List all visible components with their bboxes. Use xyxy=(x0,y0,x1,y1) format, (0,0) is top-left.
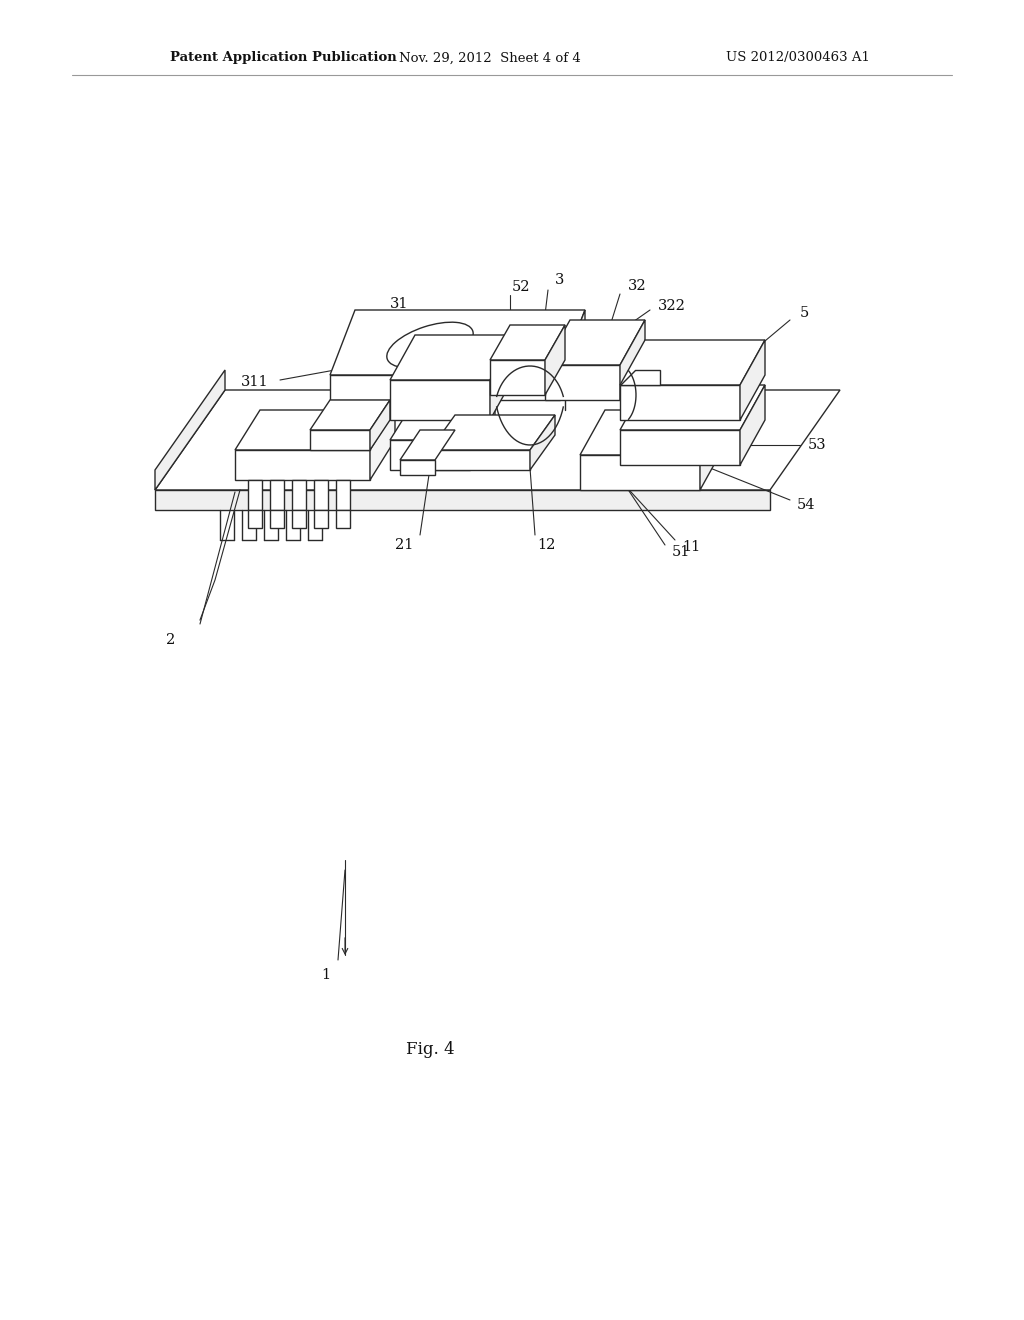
Polygon shape xyxy=(740,385,765,465)
Polygon shape xyxy=(390,400,495,440)
Polygon shape xyxy=(234,411,395,450)
Polygon shape xyxy=(314,510,328,528)
Polygon shape xyxy=(390,440,470,470)
Text: 11: 11 xyxy=(682,540,700,554)
Polygon shape xyxy=(545,366,620,400)
Polygon shape xyxy=(270,480,284,510)
Polygon shape xyxy=(336,510,350,528)
Polygon shape xyxy=(400,430,455,459)
Polygon shape xyxy=(292,480,306,510)
Text: 12: 12 xyxy=(537,539,555,552)
Text: 1: 1 xyxy=(321,968,330,982)
Polygon shape xyxy=(155,389,840,490)
Text: 52: 52 xyxy=(512,280,530,294)
Polygon shape xyxy=(310,400,390,430)
Text: US 2012/0300463 A1: US 2012/0300463 A1 xyxy=(726,51,870,65)
Polygon shape xyxy=(580,455,700,490)
Text: 21: 21 xyxy=(394,539,413,552)
Polygon shape xyxy=(234,450,370,480)
Text: 2: 2 xyxy=(166,634,175,647)
Ellipse shape xyxy=(387,322,473,368)
Polygon shape xyxy=(545,319,645,366)
Polygon shape xyxy=(430,414,555,450)
Text: Fig. 4: Fig. 4 xyxy=(406,1041,455,1059)
Polygon shape xyxy=(620,341,765,385)
Text: 32: 32 xyxy=(628,279,646,293)
Text: 54: 54 xyxy=(797,498,815,512)
Polygon shape xyxy=(470,400,495,470)
Polygon shape xyxy=(400,459,435,475)
Polygon shape xyxy=(330,310,585,375)
Polygon shape xyxy=(620,430,740,465)
Text: 31: 31 xyxy=(389,297,408,312)
Polygon shape xyxy=(248,510,262,528)
Polygon shape xyxy=(490,335,515,420)
Polygon shape xyxy=(580,411,725,455)
Polygon shape xyxy=(314,480,328,510)
Polygon shape xyxy=(620,370,660,385)
Polygon shape xyxy=(270,510,284,528)
Text: Nov. 29, 2012  Sheet 4 of 4: Nov. 29, 2012 Sheet 4 of 4 xyxy=(399,51,581,65)
Text: 311: 311 xyxy=(241,375,268,389)
Polygon shape xyxy=(740,341,765,420)
Text: Patent Application Publication: Patent Application Publication xyxy=(170,51,396,65)
Polygon shape xyxy=(545,325,565,395)
Polygon shape xyxy=(155,370,225,490)
Polygon shape xyxy=(330,375,560,400)
Polygon shape xyxy=(370,411,395,480)
Polygon shape xyxy=(390,380,490,420)
Polygon shape xyxy=(292,510,306,528)
Polygon shape xyxy=(620,385,765,430)
Polygon shape xyxy=(310,430,370,450)
Polygon shape xyxy=(336,480,350,510)
Polygon shape xyxy=(620,319,645,400)
Polygon shape xyxy=(248,480,262,510)
Polygon shape xyxy=(530,414,555,470)
Polygon shape xyxy=(430,450,530,470)
Polygon shape xyxy=(390,335,515,380)
Polygon shape xyxy=(620,385,740,420)
Text: 51: 51 xyxy=(672,545,690,558)
Text: 53: 53 xyxy=(808,438,826,451)
Polygon shape xyxy=(370,400,390,450)
Text: 322: 322 xyxy=(658,300,686,313)
Polygon shape xyxy=(490,325,565,360)
Polygon shape xyxy=(155,490,770,510)
Text: 5: 5 xyxy=(800,306,809,319)
Polygon shape xyxy=(490,360,545,395)
Polygon shape xyxy=(560,310,585,400)
Text: 3: 3 xyxy=(555,273,564,286)
Polygon shape xyxy=(700,411,725,490)
